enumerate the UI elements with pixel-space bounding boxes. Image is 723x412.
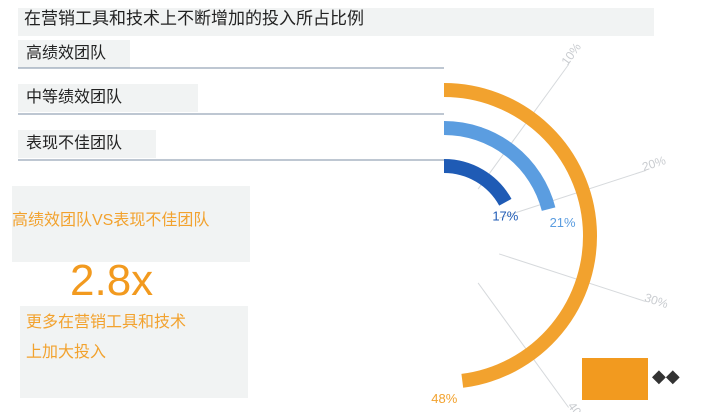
scale-tick-line (477, 64, 570, 190)
comparison-desc-line2: 上加大投入 (26, 344, 107, 361)
scale-tick-line (499, 253, 646, 302)
comparison-desc-line1: 更多在营销工具和技术 (26, 314, 187, 331)
scale-tick-label: 40% (565, 399, 591, 412)
arc-low (443, 159, 512, 206)
brand-logo-mark: ◆◆ (652, 366, 680, 386)
value-label-low: 17% (492, 208, 518, 223)
brand-logo (582, 358, 648, 400)
team-label-low: 表现不佳团队 (18, 130, 156, 158)
comparison-value: 2.8x (70, 256, 154, 305)
value-label-high: 48% (431, 391, 457, 406)
scale-tick-label: 10% (559, 40, 585, 68)
comparison-title-box: 高绩效团队VS表现不佳团队 (12, 186, 250, 262)
scale-tick-label: 30% (643, 290, 670, 311)
arc-mid (443, 121, 556, 212)
team-label-high: 高绩效团队 (18, 40, 130, 68)
team-label-mid: 中等绩效团队 (18, 84, 198, 112)
scale-tick-label: 20% (640, 153, 667, 174)
arc-high (443, 83, 597, 388)
comparison-desc-box (20, 306, 248, 398)
comparison-title: 高绩效团队VS表现不佳团队 (12, 212, 210, 229)
chart-title: 在营销工具和技术上不断增加的投入所占比例 (18, 8, 654, 36)
value-label-mid: 21% (550, 215, 576, 230)
scale-tick-line (477, 282, 570, 408)
scale-tick-line (499, 170, 646, 219)
